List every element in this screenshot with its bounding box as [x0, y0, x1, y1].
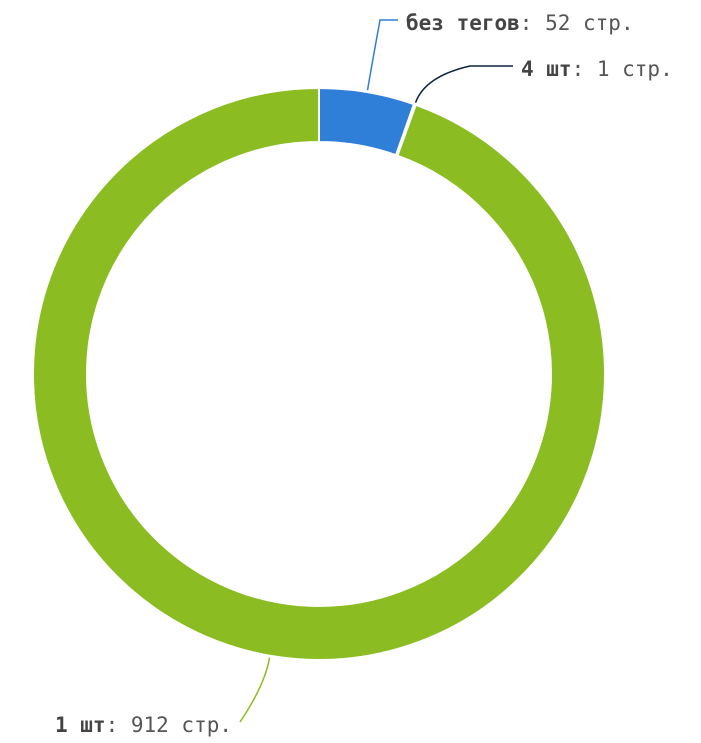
donut-slices: [32, 86, 606, 661]
data-label-value: : 1 стр.: [572, 57, 673, 81]
data-label-value: : 912 стр.: [106, 713, 232, 737]
label-connectors: [239, 19, 513, 723]
data-label-name: 4 шт: [521, 57, 572, 81]
data-label-4-шт: 4 шт: 1 стр.: [521, 57, 673, 81]
data-label-name: без тегов: [406, 11, 520, 35]
data-label-name: 1 шт: [55, 713, 106, 737]
data-label-1-шт: 1 шт: 912 стр.: [55, 713, 232, 737]
slice-1-шт[interactable]: [32, 86, 606, 661]
data-labels: без тегов: 52 стр. 4 шт: 1 стр. 1 шт: 912 …: [55, 11, 673, 737]
data-label-value: : 52 стр.: [520, 11, 634, 35]
data-label-без-тегов: без тегов: 52 стр.: [406, 11, 634, 35]
connector-4-шт: [414, 65, 513, 103]
connector-без-тегов: [366, 19, 398, 91]
connector-1-шт: [239, 657, 271, 723]
